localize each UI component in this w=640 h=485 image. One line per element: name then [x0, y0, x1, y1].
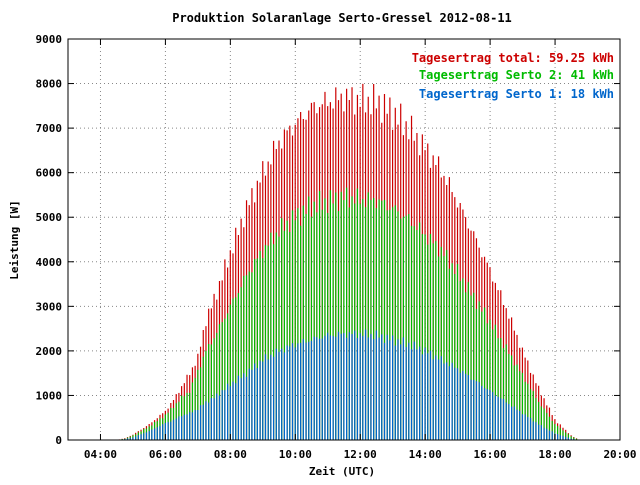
x-tick-label: 04:00	[84, 448, 117, 461]
x-axis: 04:00 06:00 08:00 10:00 12:00 14:00 16:00 18:00…	[84, 39, 637, 461]
x-tick-label: 06:00	[149, 448, 182, 461]
y-axis: 0 1000 2000 3000 4000 5000 6000 7000 8000 9000	[36, 33, 620, 447]
x-tick-label: 18:00	[538, 448, 571, 461]
x-tick-label: 12:00	[344, 448, 377, 461]
y-tick-label: 8000	[36, 78, 63, 91]
y-tick-label: 9000	[36, 33, 63, 46]
y-tick-label: 5000	[36, 211, 63, 224]
x-axis-label: Zeit (UTC)	[309, 465, 375, 478]
chart-title: Produktion Solaranlage Serto-Gressel 201…	[172, 11, 512, 25]
y-tick-label: 6000	[36, 167, 63, 180]
y-tick-label: 3000	[36, 300, 63, 313]
x-tick-label: 08:00	[214, 448, 247, 461]
legend-entry-serto-1: Tagesertrag Serto 1: 18 kWh	[419, 87, 614, 101]
y-tick-label: 4000	[36, 256, 63, 269]
x-tick-label: 10:00	[279, 448, 312, 461]
y-tick-label: 0	[55, 434, 62, 447]
x-tick-label: 16:00	[474, 448, 507, 461]
y-tick-label: 7000	[36, 122, 63, 135]
legend: Tagesertrag total: 59.25 kWh Tagesertrag…	[412, 51, 614, 101]
x-tick-label: 14:00	[409, 448, 442, 461]
bars-layer	[118, 83, 580, 440]
legend-entry-serto-2: Tagesertrag Serto 2: 41 kWh	[419, 68, 614, 82]
y-tick-label: 2000	[36, 345, 63, 358]
y-axis-label: Leistung [W]	[8, 200, 21, 279]
x-tick-label: 20:00	[603, 448, 636, 461]
y-tick-label: 1000	[36, 389, 63, 402]
legend-entry-total: Tagesertrag total: 59.25 kWh	[412, 51, 614, 65]
plot-frame	[67, 38, 621, 441]
